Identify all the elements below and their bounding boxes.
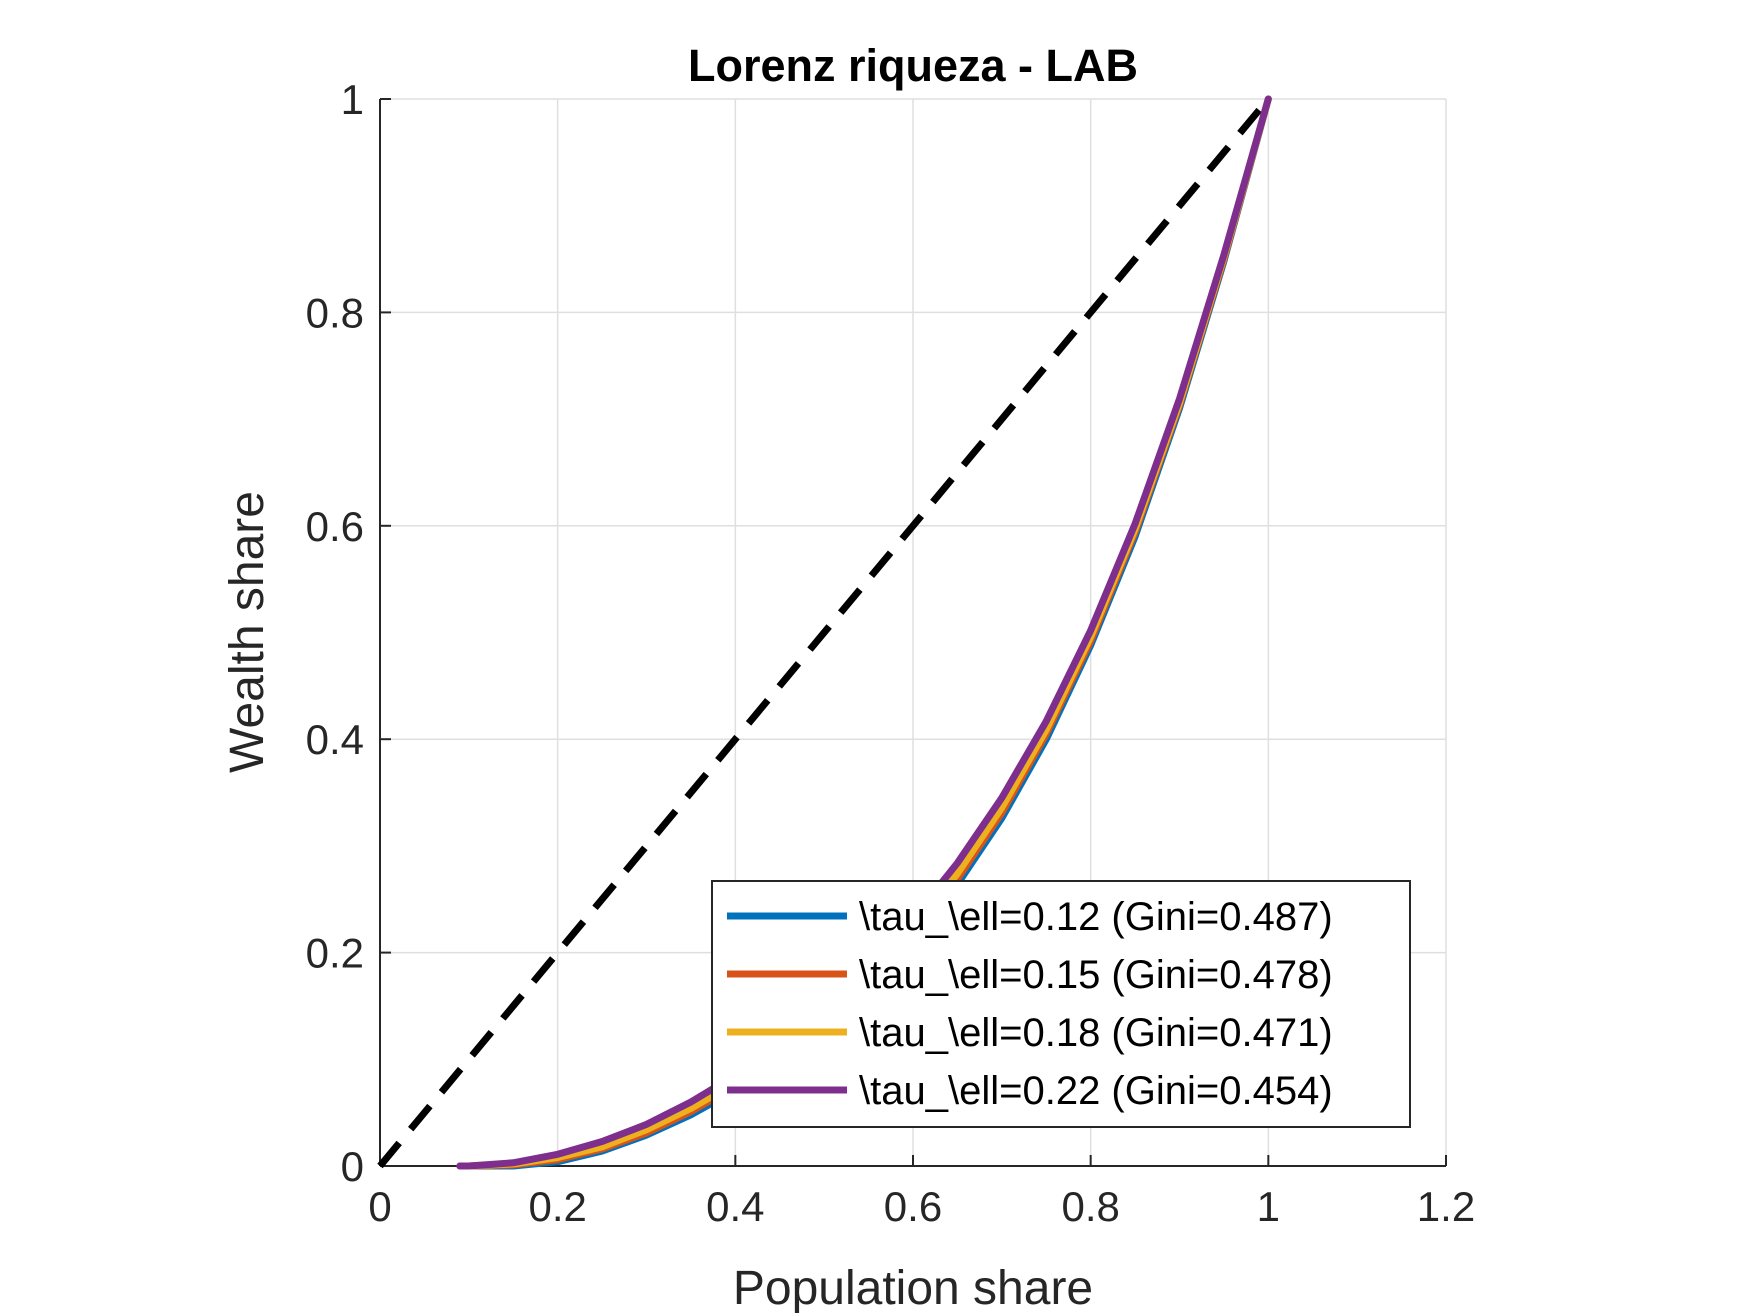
legend-label-4: \tau_\ell=0.22 (Gini=0.454) [859,1069,1333,1113]
chart-title: Lorenz riqueza - LAB [688,40,1138,91]
equality-line [377,96,1272,1169]
x-tick-label: 0.2 [528,1183,586,1230]
y-tick-label: 0.2 [306,930,364,977]
y-tick-label: 0.4 [306,716,364,763]
legend-box [711,880,1411,1128]
legend-label-3: \tau_\ell=0.18 (Gini=0.471) [859,1011,1333,1055]
axes [379,98,1447,1167]
x-tick-label: 1 [1257,1183,1280,1230]
x-tick-label: 1.2 [1417,1183,1475,1230]
x-tick-label: 0.4 [706,1183,764,1230]
tick-labels: 0 0.2 0.4 0.6 0.8 1 1.2 0 0.2 0.4 0.6 0.8 1 [306,76,1476,1230]
x-axis-label: Population share [733,1262,1093,1313]
equality-line-group [377,96,1272,1169]
y-axis-label: Wealth share [221,491,274,773]
legend: \tau_\ell=0.12 (Gini=0.487) \tau_\ell=0.1… [711,880,1411,1128]
x-tick-label: 0.8 [1061,1183,1119,1230]
y-tick-label: 1 [341,76,364,123]
y-tick-label: 0.8 [306,289,364,336]
legend-label-2: \tau_\ell=0.15 (Gini=0.478) [859,953,1333,997]
legend-label-1: \tau_\ell=0.12 (Gini=0.487) [859,895,1333,939]
y-tick-label: 0 [341,1143,364,1190]
x-tick-label: 0.6 [884,1183,942,1230]
y-tick-label: 0.6 [306,503,364,550]
x-tick-label: 0 [368,1183,391,1230]
